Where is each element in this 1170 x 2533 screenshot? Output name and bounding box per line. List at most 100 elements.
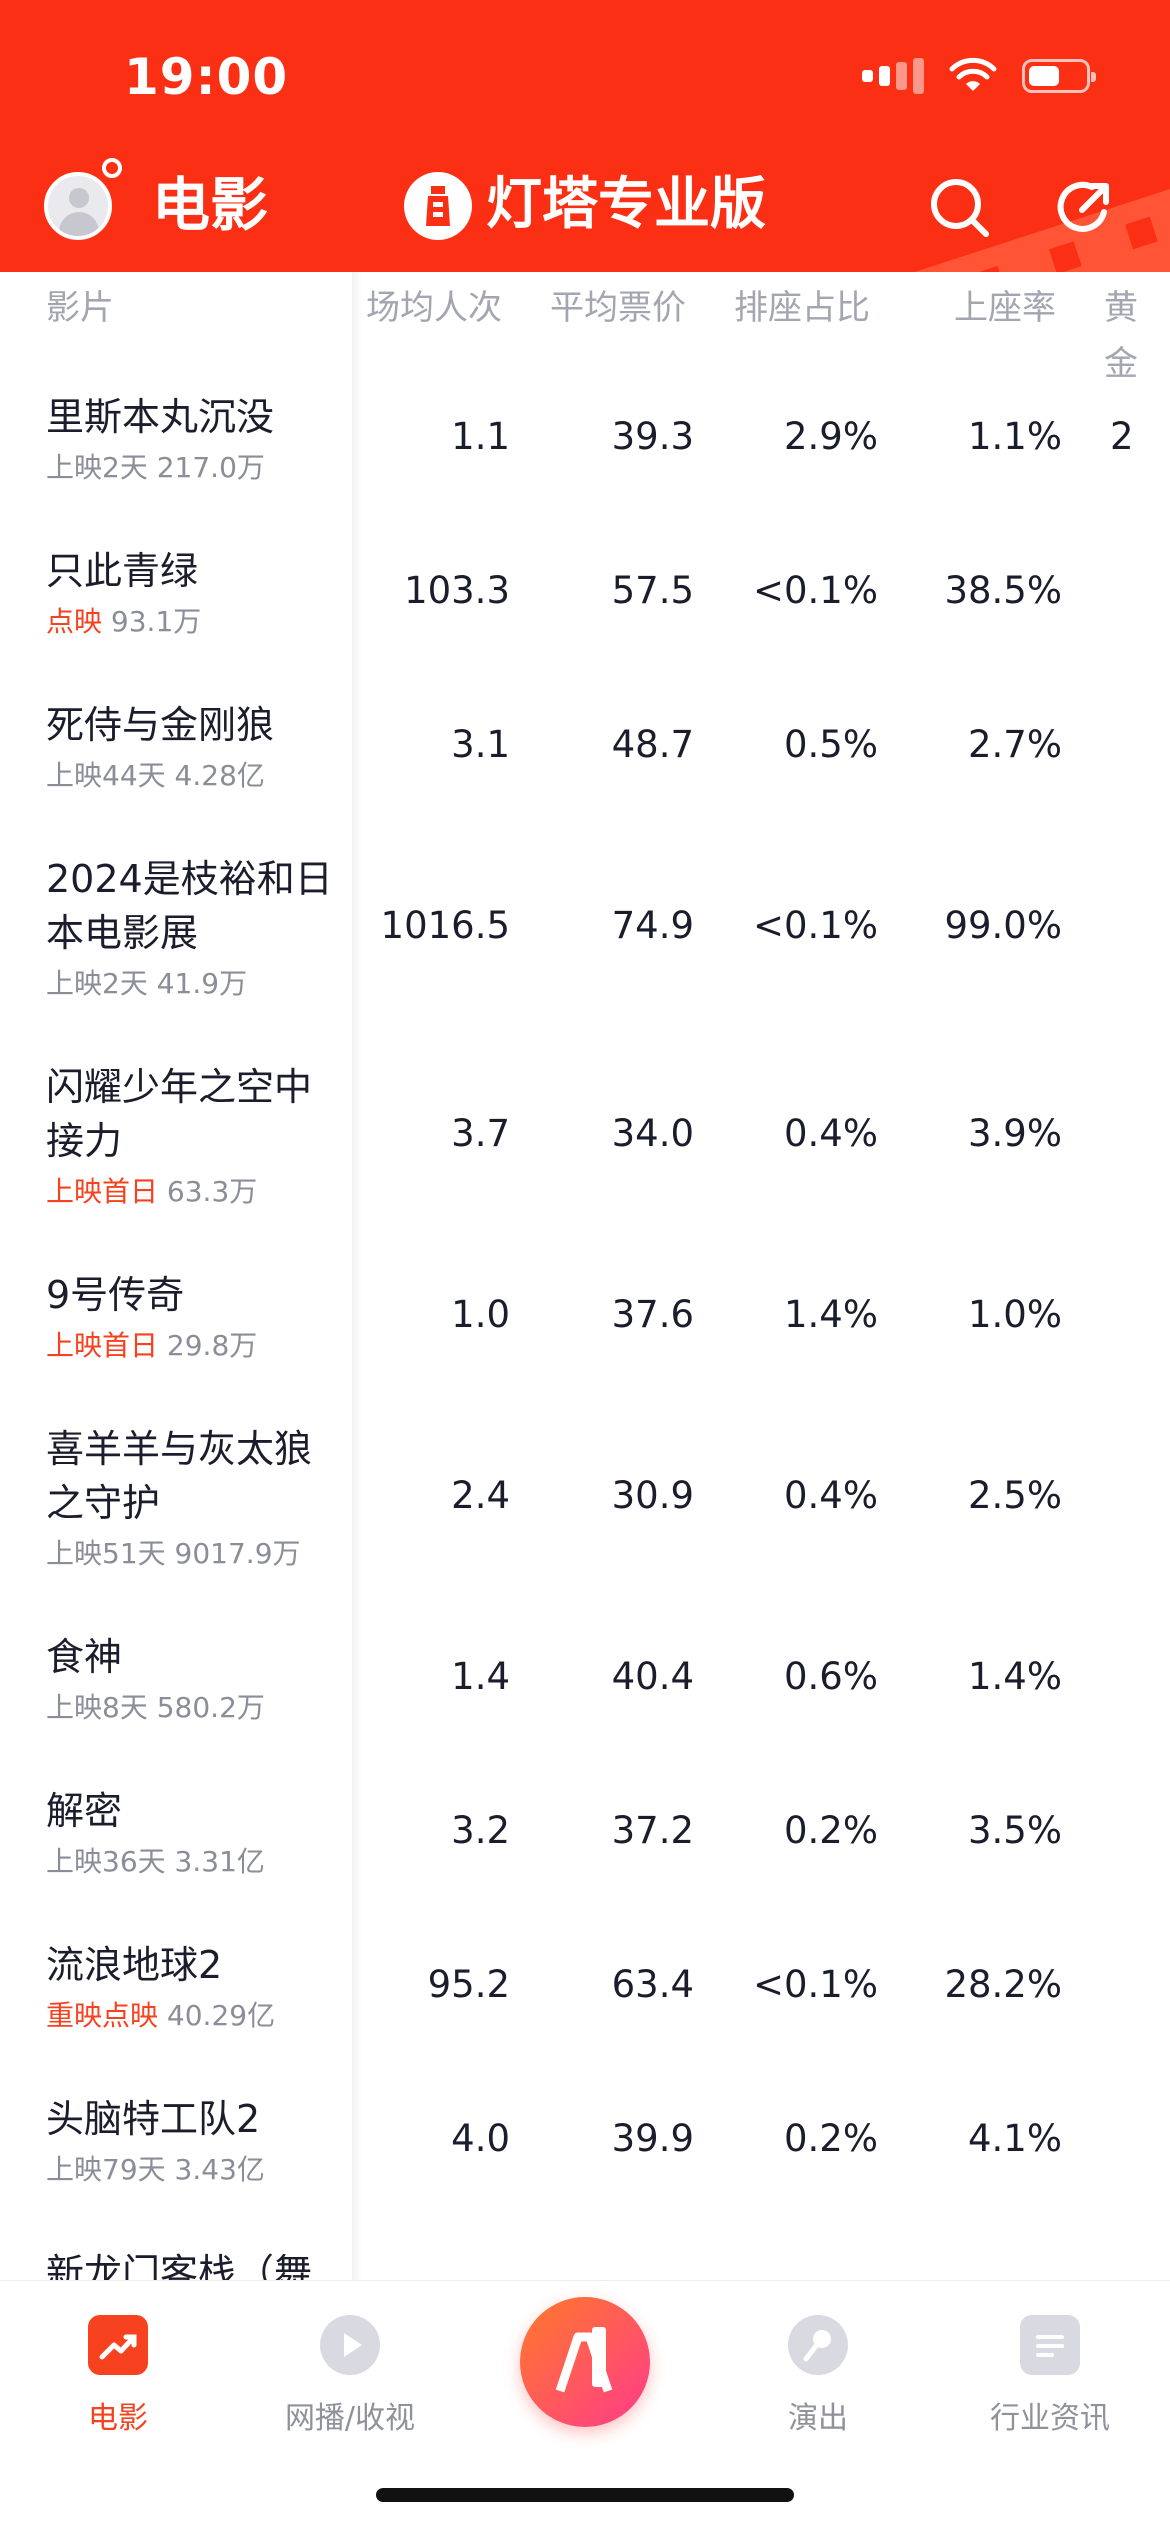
home-indicator: [376, 2488, 794, 2502]
brand-title: 灯塔专业版: [486, 172, 766, 237]
column-header-seat-share[interactable]: 排座占比: [734, 288, 870, 328]
avg-attendance-cell: 3.2: [451, 1809, 510, 1852]
golden-seat-cell: 2: [1110, 415, 1134, 458]
release-status: 上映36天: [46, 1845, 166, 1878]
tab-performance[interactable]: 演出: [718, 2315, 918, 2437]
total-gross: 63.3万: [166, 1175, 258, 1208]
microphone-icon: [788, 2315, 848, 2375]
release-status: 上映首日: [46, 1175, 159, 1208]
release-status: 上映2天: [46, 451, 148, 484]
avg-price-cell: 34.0: [611, 1112, 694, 1155]
total-gross: 29.8万: [166, 1329, 258, 1362]
table-row[interactable]: 9号传奇 上映首日 29.8万 1.0 37.6 1.4% 1.0%: [0, 1268, 1170, 1366]
seat-share-cell: 0.2%: [784, 2117, 878, 2160]
column-header-avg-attendance[interactable]: 场均人次: [366, 288, 502, 328]
film-title: 2024是枝裕和日本电影展: [46, 857, 333, 955]
occupancy-cell: 28.2%: [944, 1963, 1062, 2006]
table-row[interactable]: 食神 上映8天 580.2万 1.4 40.4 0.6% 1.4%: [0, 1630, 1170, 1728]
frozen-column-shadow: [352, 272, 362, 2280]
film-meta: 上映79天 3.43亿: [46, 2150, 265, 2190]
trend-chart-icon: [88, 2315, 148, 2375]
avg-attendance-cell: 2.4: [451, 1474, 510, 1517]
ai-lighthouse-icon[interactable]: [520, 2297, 650, 2427]
column-header-golden[interactable]: 黄金: [1104, 288, 1138, 384]
tab-label: 电影: [88, 2401, 148, 2436]
release-status: 上映44天: [46, 759, 166, 792]
release-status: 上映8天: [46, 1691, 148, 1724]
wifi-icon: [949, 57, 997, 91]
release-status: 上映51天: [46, 1537, 166, 1570]
seat-share-cell: 1.4%: [784, 1293, 878, 1336]
table-row[interactable]: 头脑特工队2 上映79天 3.43亿 4.0 39.9 0.2% 4.1%: [0, 2092, 1170, 2190]
film-meta: 上映2天 41.9万: [46, 964, 247, 1004]
table-row[interactable]: 流浪地球2 重映点映 40.29亿 95.2 63.4 <0.1% 28.2%: [0, 1938, 1170, 2036]
total-gross: 9017.9万: [174, 1537, 301, 1570]
film-title: 食神: [46, 1635, 123, 1679]
avg-price-cell: 37.6: [611, 1293, 694, 1336]
film-title: 解密: [46, 1789, 123, 1833]
seat-share-cell: 0.4%: [784, 1474, 878, 1517]
film-title: 里斯本丸沉没: [46, 395, 275, 439]
column-header-occupancy[interactable]: 上座率: [954, 288, 1056, 328]
film-title: 新龙门客栈（舞: [46, 2251, 313, 2280]
total-gross: 3.43亿: [174, 2153, 265, 2186]
film-meta: 点映 93.1万: [46, 602, 201, 642]
status-time: 19:00: [124, 48, 289, 106]
film-title: 只此青绿: [46, 549, 199, 593]
film-meta: 上映首日 29.8万: [46, 1326, 257, 1366]
occupancy-cell: 1.0%: [968, 1293, 1062, 1336]
table-row[interactable]: 解密 上映36天 3.31亿 3.2 37.2 0.2% 3.5%: [0, 1784, 1170, 1882]
avatar[interactable]: [44, 172, 112, 240]
seat-share-cell: <0.1%: [752, 904, 878, 947]
film-meta: 上映8天 580.2万: [46, 1688, 265, 1728]
avg-price-cell: 39.9: [611, 2117, 694, 2160]
seat-share-cell: <0.1%: [752, 1963, 878, 2006]
total-gross: 580.2万: [156, 1691, 265, 1724]
avg-attendance-cell: 3.7: [451, 1112, 510, 1155]
total-gross: 3.31亿: [174, 1845, 265, 1878]
film-meta: 重映点映 40.29亿: [46, 1996, 275, 2036]
film-meta: 上映36天 3.31亿: [46, 1842, 265, 1882]
film-title: 闪耀少年之空中接力: [46, 1065, 313, 1163]
signal-icon: [862, 70, 873, 82]
tab-movies[interactable]: 电影: [18, 2315, 218, 2437]
occupancy-cell: 1.1%: [968, 415, 1062, 458]
occupancy-cell: 2.7%: [968, 723, 1062, 766]
table-row[interactable]: 只此青绿 点映 93.1万 103.3 57.5 <0.1% 38.5%: [0, 544, 1170, 642]
avg-price-cell: 63.4: [611, 1963, 694, 2006]
table-row[interactable]: 2024是枝裕和日本电影展 上映2天 41.9万 1016.5 74.9 <0.1% 99…: [0, 852, 1170, 1004]
search-icon[interactable]: [928, 176, 992, 240]
film-meta: 上映51天 9017.9万: [46, 1534, 301, 1574]
release-status: 上映79天: [46, 2153, 166, 2186]
tab-label: 演出: [788, 2401, 848, 2436]
avg-attendance-cell: 1.1: [451, 415, 510, 458]
total-gross: 93.1万: [110, 605, 202, 638]
tab-industry-news[interactable]: 行业资讯: [950, 2315, 1150, 2437]
lighthouse-logo-icon: [404, 172, 472, 240]
status-icons: [862, 56, 1096, 96]
avg-attendance-cell: 103.3: [404, 569, 510, 612]
battery-icon: [1022, 59, 1096, 93]
tab-label: 网播/收视: [284, 2401, 416, 2436]
column-header-film: 影片: [46, 288, 114, 328]
occupancy-cell: 1.4%: [968, 1655, 1062, 1698]
film-meta: 上映44天 4.28亿: [46, 756, 265, 796]
avg-price-cell: 57.5: [611, 569, 694, 612]
table-row[interactable]: 死侍与金刚狼 上映44天 4.28亿 3.1 48.7 0.5% 2.7%: [0, 698, 1170, 796]
share-icon[interactable]: [1052, 176, 1116, 240]
release-status: 点映: [46, 605, 103, 638]
total-gross: 40.29亿: [166, 1999, 276, 2032]
film-meta: 上映首日 63.3万: [46, 1172, 257, 1212]
table-row[interactable]: 新龙门客栈（舞: [0, 2246, 1170, 2280]
notification-dot: [102, 158, 122, 178]
occupancy-cell: 3.9%: [968, 1112, 1062, 1155]
avg-price-cell: 74.9: [611, 904, 694, 947]
tab-streaming[interactable]: 网播/收视: [250, 2315, 450, 2437]
section-title[interactable]: 电影: [152, 171, 269, 239]
film-meta: 上映2天 217.0万: [46, 448, 265, 488]
table-row[interactable]: 里斯本丸沉没 上映2天 217.0万 1.1 39.3 2.9% 1.1% 2: [0, 390, 1170, 488]
box-office-table[interactable]: 影片 场均人次 平均票价 排座占比 上座率 黄金 里斯本丸沉没上映2天 217.…: [0, 272, 1170, 2280]
column-header-avg-price[interactable]: 平均票价: [550, 288, 686, 328]
table-row[interactable]: 闪耀少年之空中接力 上映首日 63.3万 3.7 34.0 0.4% 3.9%: [0, 1060, 1170, 1212]
table-row[interactable]: 喜羊羊与灰太狼之守护 上映51天 9017.9万 2.4 30.9 0.4% 2.5%: [0, 1422, 1170, 1574]
